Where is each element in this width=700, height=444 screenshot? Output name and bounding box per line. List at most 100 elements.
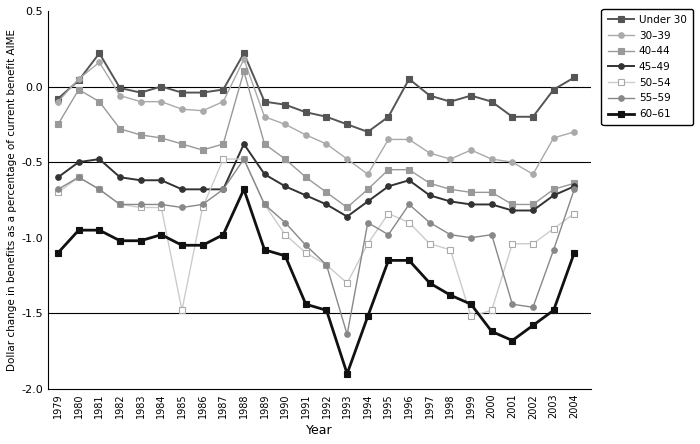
30–39 [302, 132, 310, 138]
60–61 [528, 323, 537, 328]
30–39 [405, 137, 413, 142]
Y-axis label: Dollar change in benefits as a percentage of current benefit AIME: Dollar change in benefits as a percentag… [7, 29, 17, 371]
55–59 [136, 202, 145, 207]
40–44 [74, 87, 83, 92]
45–49 [550, 193, 558, 198]
60–61 [405, 258, 413, 263]
Under 30 [426, 93, 434, 98]
30–39 [136, 99, 145, 104]
30–39 [239, 57, 248, 62]
55–59 [239, 156, 248, 162]
30–39 [467, 147, 475, 153]
30–39 [198, 108, 206, 113]
Under 30 [136, 90, 145, 95]
60–61 [219, 232, 228, 238]
60–61 [322, 308, 330, 313]
40–44 [136, 132, 145, 138]
45–49 [302, 193, 310, 198]
55–59 [384, 232, 393, 238]
X-axis label: Year: Year [306, 424, 332, 437]
55–59 [550, 247, 558, 253]
45–49 [281, 184, 289, 189]
55–59 [302, 242, 310, 248]
Under 30 [219, 87, 228, 92]
60–61 [508, 338, 517, 343]
Under 30 [302, 110, 310, 115]
55–59 [343, 332, 351, 337]
45–49 [322, 202, 330, 207]
60–61 [74, 227, 83, 233]
60–61 [550, 308, 558, 313]
60–61 [487, 329, 496, 334]
Under 30 [178, 90, 186, 95]
50–54 [239, 156, 248, 162]
Under 30 [95, 51, 104, 56]
60–61 [178, 242, 186, 248]
60–61 [198, 242, 206, 248]
Under 30 [157, 84, 165, 89]
45–49 [219, 186, 228, 192]
45–49 [508, 208, 517, 213]
30–39 [487, 156, 496, 162]
30–39 [343, 156, 351, 162]
60–61 [95, 227, 104, 233]
Under 30 [281, 102, 289, 107]
60–61 [384, 258, 393, 263]
40–44 [487, 190, 496, 195]
30–39 [116, 93, 124, 98]
50–54 [426, 241, 434, 246]
50–54 [343, 281, 351, 286]
Under 30 [322, 114, 330, 119]
45–49 [178, 186, 186, 192]
45–49 [95, 156, 104, 162]
55–59 [508, 301, 517, 307]
40–44 [157, 135, 165, 141]
55–59 [116, 202, 124, 207]
55–59 [322, 262, 330, 268]
30–39 [157, 99, 165, 104]
45–49 [363, 199, 372, 204]
Under 30 [405, 76, 413, 82]
Under 30 [343, 122, 351, 127]
45–49 [467, 202, 475, 207]
40–44 [363, 186, 372, 192]
Line: 60–61: 60–61 [55, 186, 577, 377]
60–61 [467, 301, 475, 307]
Line: 50–54: 50–54 [55, 156, 577, 319]
45–49 [157, 178, 165, 183]
Line: 45–49: 45–49 [55, 141, 577, 219]
55–59 [219, 186, 228, 192]
45–49 [405, 178, 413, 183]
30–39 [446, 156, 454, 162]
55–59 [467, 235, 475, 240]
60–61 [363, 313, 372, 319]
Under 30 [487, 99, 496, 104]
Under 30 [384, 114, 393, 119]
Under 30 [528, 114, 537, 119]
55–59 [426, 220, 434, 225]
Legend: Under 30, 30–39, 40–44, 45–49, 50–54, 55–59, 60–61: Under 30, 30–39, 40–44, 45–49, 50–54, 55… [601, 8, 693, 126]
55–59 [405, 202, 413, 207]
40–44 [467, 190, 475, 195]
40–44 [570, 181, 578, 186]
50–54 [116, 202, 124, 207]
50–54 [363, 241, 372, 246]
60–61 [570, 250, 578, 255]
60–61 [54, 250, 62, 255]
60–61 [281, 253, 289, 258]
30–39 [54, 99, 62, 104]
45–49 [343, 214, 351, 219]
Line: 40–44: 40–44 [55, 69, 577, 210]
40–44 [384, 167, 393, 172]
Line: Under 30: Under 30 [55, 51, 577, 135]
60–61 [446, 293, 454, 298]
60–61 [343, 371, 351, 377]
50–54 [219, 156, 228, 162]
60–61 [239, 186, 248, 192]
50–54 [384, 211, 393, 216]
55–59 [157, 202, 165, 207]
Line: 30–39: 30–39 [55, 56, 577, 177]
50–54 [260, 202, 269, 207]
50–54 [54, 190, 62, 195]
Under 30 [74, 78, 83, 83]
